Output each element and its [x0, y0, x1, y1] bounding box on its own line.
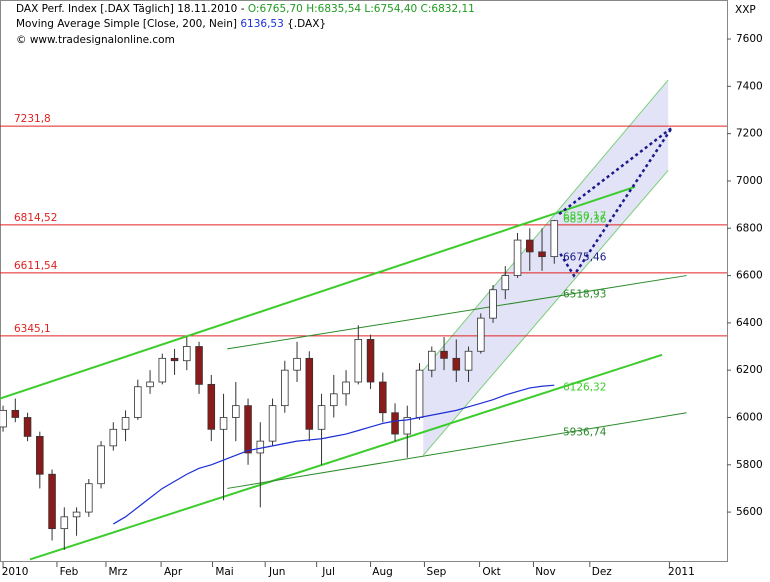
x-tick-label: Sep	[427, 566, 447, 578]
candle-body	[293, 357, 301, 371]
x-tick-label: Nov	[535, 566, 556, 578]
annotation-label: 5936,74	[563, 426, 607, 438]
title: DAX Perf. Index [.DAX Täglich] 18.11.201…	[16, 3, 245, 15]
candle-body	[440, 350, 448, 359]
candle-body	[256, 440, 265, 454]
x-tick-label: Mai	[215, 566, 233, 578]
annotation-label: 6675,46	[563, 252, 607, 264]
candle-body	[11, 409, 20, 418]
y-tick-label: 6600	[736, 270, 763, 282]
ohlc: O:6765,70 H:6835,54 L:6754,40 C:6832,11	[248, 3, 475, 15]
candle-body	[36, 436, 44, 475]
indicator-value: 6136,53	[240, 18, 283, 30]
candle-body	[281, 369, 289, 407]
candle-body	[513, 239, 522, 276]
candle-body	[403, 417, 412, 435]
candle-body	[330, 393, 338, 407]
annotation-label: 6850,17	[563, 210, 606, 222]
level-label: 6345,1	[14, 323, 51, 335]
candle-body	[72, 511, 81, 518]
candle-body	[526, 239, 534, 253]
plot-area: 7231,8 6814,52 6611,54 6345,1 6850,176837,36…	[0, 79, 727, 561]
candle-body	[317, 405, 326, 430]
candle-body	[0, 409, 7, 428]
channel-fill	[423, 79, 669, 456]
x-tick-label: Aug	[372, 566, 393, 578]
trendline	[227, 412, 687, 489]
y-tick-label: 7600	[736, 33, 763, 45]
x-tick-label: Apr	[164, 566, 183, 578]
y-tick-label: 6800	[736, 222, 763, 234]
candle-body	[60, 516, 69, 530]
candle-body	[195, 346, 203, 385]
x-tick-label: Dez	[592, 566, 613, 578]
x-tick-label: Jul	[321, 566, 335, 578]
annotation-label: 6126,32	[563, 382, 606, 394]
level-label: 6611,54	[14, 260, 58, 272]
y-tick-label: 6200	[736, 364, 763, 376]
x-tick-label: Mrz	[109, 566, 128, 578]
annotation-label: 6518,93	[563, 289, 606, 301]
candle-body	[391, 412, 399, 435]
x-tick-label: 2010	[2, 566, 29, 578]
candle-body	[464, 350, 473, 371]
candle-body	[305, 357, 314, 430]
candle-body	[23, 417, 32, 437]
candle-body	[85, 483, 93, 513]
y-tick-label: 6000	[736, 411, 763, 423]
trendline	[29, 353, 663, 561]
candle-body	[48, 473, 56, 530]
y-tick-label: 7400	[736, 80, 763, 92]
candle-body	[244, 405, 252, 454]
candle-body	[183, 346, 191, 362]
plot-frame	[0, 0, 728, 562]
y-tick-label: 5600	[736, 506, 763, 518]
x-tick-label: 2011	[668, 566, 695, 578]
trendline	[227, 275, 687, 350]
candle-body	[232, 405, 240, 418]
x-tick-label: Jun	[268, 566, 285, 578]
projection	[558, 126, 673, 278]
indicator-symbol: {.DAX}	[287, 18, 326, 30]
x-tick-label: Feb	[60, 566, 79, 578]
x-tick-label: Okt	[482, 566, 500, 578]
candle-body	[452, 357, 461, 371]
candle-body	[538, 251, 546, 258]
candle-body	[158, 357, 167, 383]
unit: XXP	[735, 4, 756, 16]
candle-body	[342, 381, 350, 395]
moving-average	[113, 384, 555, 525]
candle-body	[489, 289, 497, 319]
level-label: 7231,8	[14, 113, 51, 125]
y-tick-label: 7200	[736, 128, 763, 140]
annotation-label: 6837,36	[563, 213, 607, 225]
source: © www.tradesignalonline.com	[16, 34, 175, 46]
chart-title: DAX Perf. Index [.DAX Täglich] 18.11.201…	[16, 3, 475, 15]
y-tick-label: 6400	[736, 317, 763, 329]
candle-body	[415, 369, 424, 418]
candle-body	[354, 339, 363, 383]
candle-body	[379, 381, 387, 414]
candle-body	[477, 317, 485, 352]
indicator-legend: Moving Average Simple [Close, 200, Nein]…	[16, 18, 326, 30]
candle-body	[97, 445, 105, 485]
candle-body	[134, 386, 142, 418]
candle-body	[170, 357, 179, 362]
y-tick-label: 7000	[736, 175, 763, 187]
y-tick-label: 5800	[736, 459, 763, 471]
candle-body	[366, 339, 375, 383]
candle-body	[428, 350, 436, 371]
indicator: Moving Average Simple [Close, 200, Nein]	[16, 18, 237, 30]
candle-body	[219, 417, 228, 430]
candle-body	[207, 383, 216, 430]
candle-body	[109, 428, 118, 447]
level-label: 6814,52	[14, 212, 57, 224]
candle-body	[550, 220, 559, 258]
candle-body	[268, 405, 277, 442]
candle-body	[121, 417, 130, 430]
trendline	[0, 185, 636, 400]
candle-body	[146, 381, 154, 388]
candle-body	[501, 275, 510, 291]
